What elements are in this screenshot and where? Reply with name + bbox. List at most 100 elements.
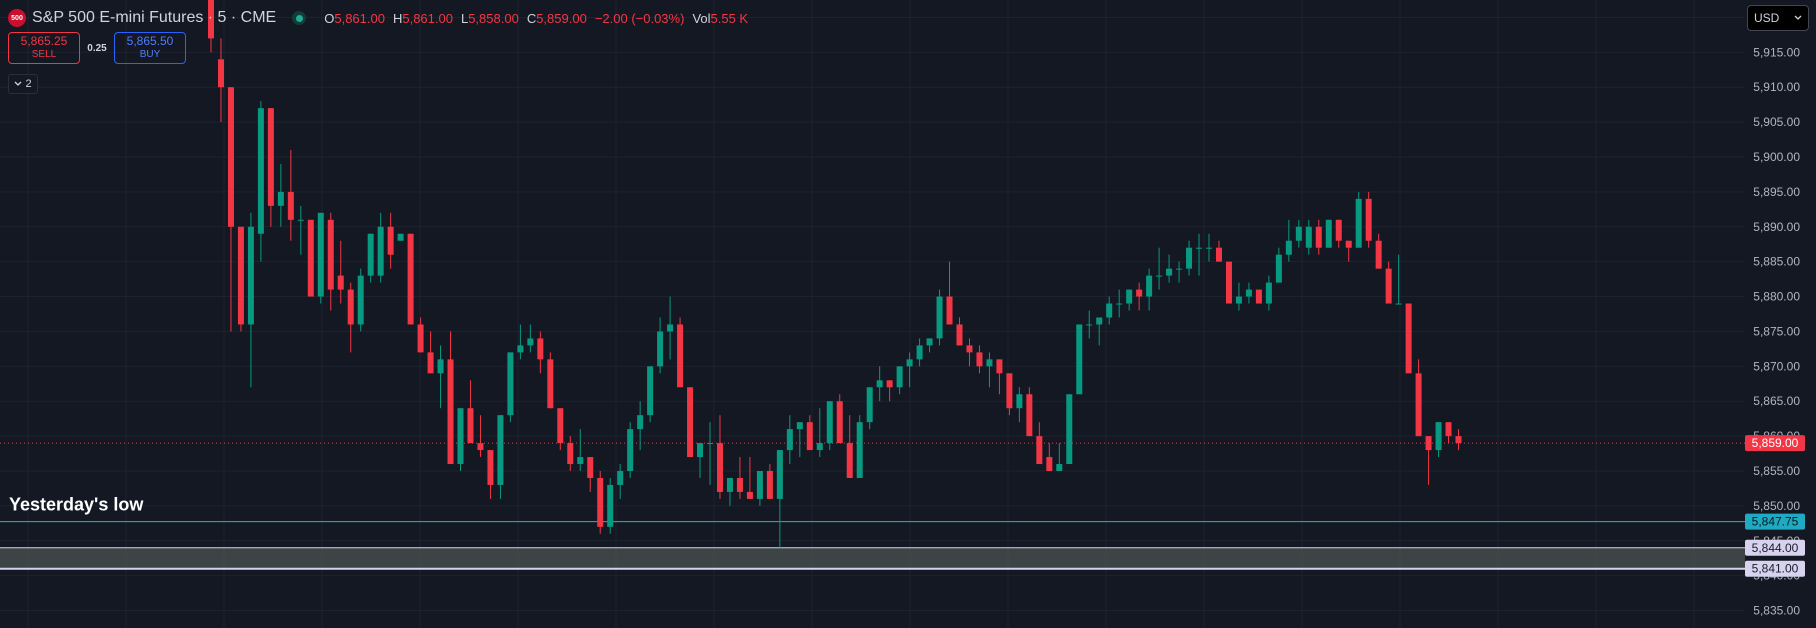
sell-button[interactable]: 5,865.25 SELL [8,32,80,64]
candle [796,422,803,458]
candle [1186,240,1193,276]
candle-body [1455,436,1462,444]
market-status-icon[interactable] [292,11,307,25]
candle-body [707,443,713,445]
candle-body [756,471,763,499]
candle [1255,289,1262,304]
candle [467,380,474,444]
sell-price: 5,865.25 [20,34,68,48]
indicators-toggle-button[interactable]: 2 [8,74,38,94]
candle-body [307,219,314,297]
candle-body [886,380,893,388]
symbol-logo[interactable]: 500 [8,9,26,27]
price-change: −2.00 (−0.03%) [594,10,685,26]
candle [1405,303,1412,374]
candle [617,464,624,499]
y-tick-label: 5,880.00 [1753,290,1800,304]
candle [1435,422,1442,458]
candle [886,380,893,402]
candle-body [896,366,903,388]
buy-button[interactable]: 5,865.50 BUY [114,32,186,64]
candle-body [697,443,704,458]
candle [1245,282,1252,304]
candle [1036,422,1043,465]
candle-body [806,422,813,451]
candle [926,338,933,353]
candle [1225,261,1232,304]
y-tick-label: 5,850.00 [1753,499,1800,513]
candle-body [1275,254,1282,283]
candle [287,150,294,241]
candle-body [497,415,504,485]
candle [647,366,654,423]
candle-body [537,338,544,360]
candle [227,87,234,332]
y-tick-label: 5,890.00 [1753,220,1800,234]
candle-body [1265,282,1272,304]
candle-body [1305,226,1312,248]
candle [1265,275,1272,311]
candle-body [1405,303,1412,374]
candle-body [1166,268,1173,276]
candle [637,401,644,451]
candle [327,212,334,311]
ohlc-open: O5,861.00 [324,10,385,26]
candle [237,226,244,332]
candle-body [227,87,234,227]
ohlc-close: C5,859.00 [526,10,587,26]
candle [217,38,224,123]
candle-body [607,484,614,527]
chevron-down-icon [14,81,22,86]
candle [477,415,484,458]
candle [746,457,753,499]
candle-body [637,415,644,430]
candle-body [926,338,933,346]
candle-body [956,324,963,346]
candle [1295,219,1302,248]
candle [1375,233,1382,269]
candle [1056,443,1063,471]
candle [1196,233,1203,276]
candle [307,219,314,297]
candle [517,324,524,360]
candle-body [417,324,424,353]
candle [956,317,963,346]
candle-body [387,226,394,255]
candle-body [687,387,694,458]
candle-body [1116,303,1123,305]
candle [826,401,833,451]
candle [347,282,354,353]
candle-body [597,477,604,527]
last-price-tag-bg [1745,435,1805,452]
candle [367,233,374,283]
candle [457,408,464,471]
candle [726,477,733,506]
candle-body [1106,303,1113,318]
candle [377,212,384,283]
spread-value: 0.25 [87,42,107,54]
candle [547,352,554,409]
candle [527,324,534,353]
currency-select[interactable]: USD [1747,5,1809,31]
y-tick-label: 5,910.00 [1753,80,1800,94]
chevron-down-icon [1794,15,1802,20]
buy-label: BUY [139,49,161,60]
candle-body [397,233,404,241]
y-tick-label: 5,865.00 [1753,394,1800,408]
candle [677,317,684,388]
symbol-title[interactable]: S&P 500 E-mini Futures · 5 · CME [32,9,277,26]
candle-body [836,401,843,444]
candle [627,422,634,478]
candle-body [1425,436,1432,451]
candle [946,261,953,325]
candle-body [1365,198,1372,241]
candle-body [1345,240,1352,248]
ohlc-low: L5,858.00 [460,10,519,26]
y-tick-label: 5,870.00 [1753,359,1800,373]
y-tick-label: 5,905.00 [1753,115,1800,129]
level-tag-zone-top-bg [1745,539,1805,556]
candle [1285,219,1292,262]
candle [597,471,604,534]
